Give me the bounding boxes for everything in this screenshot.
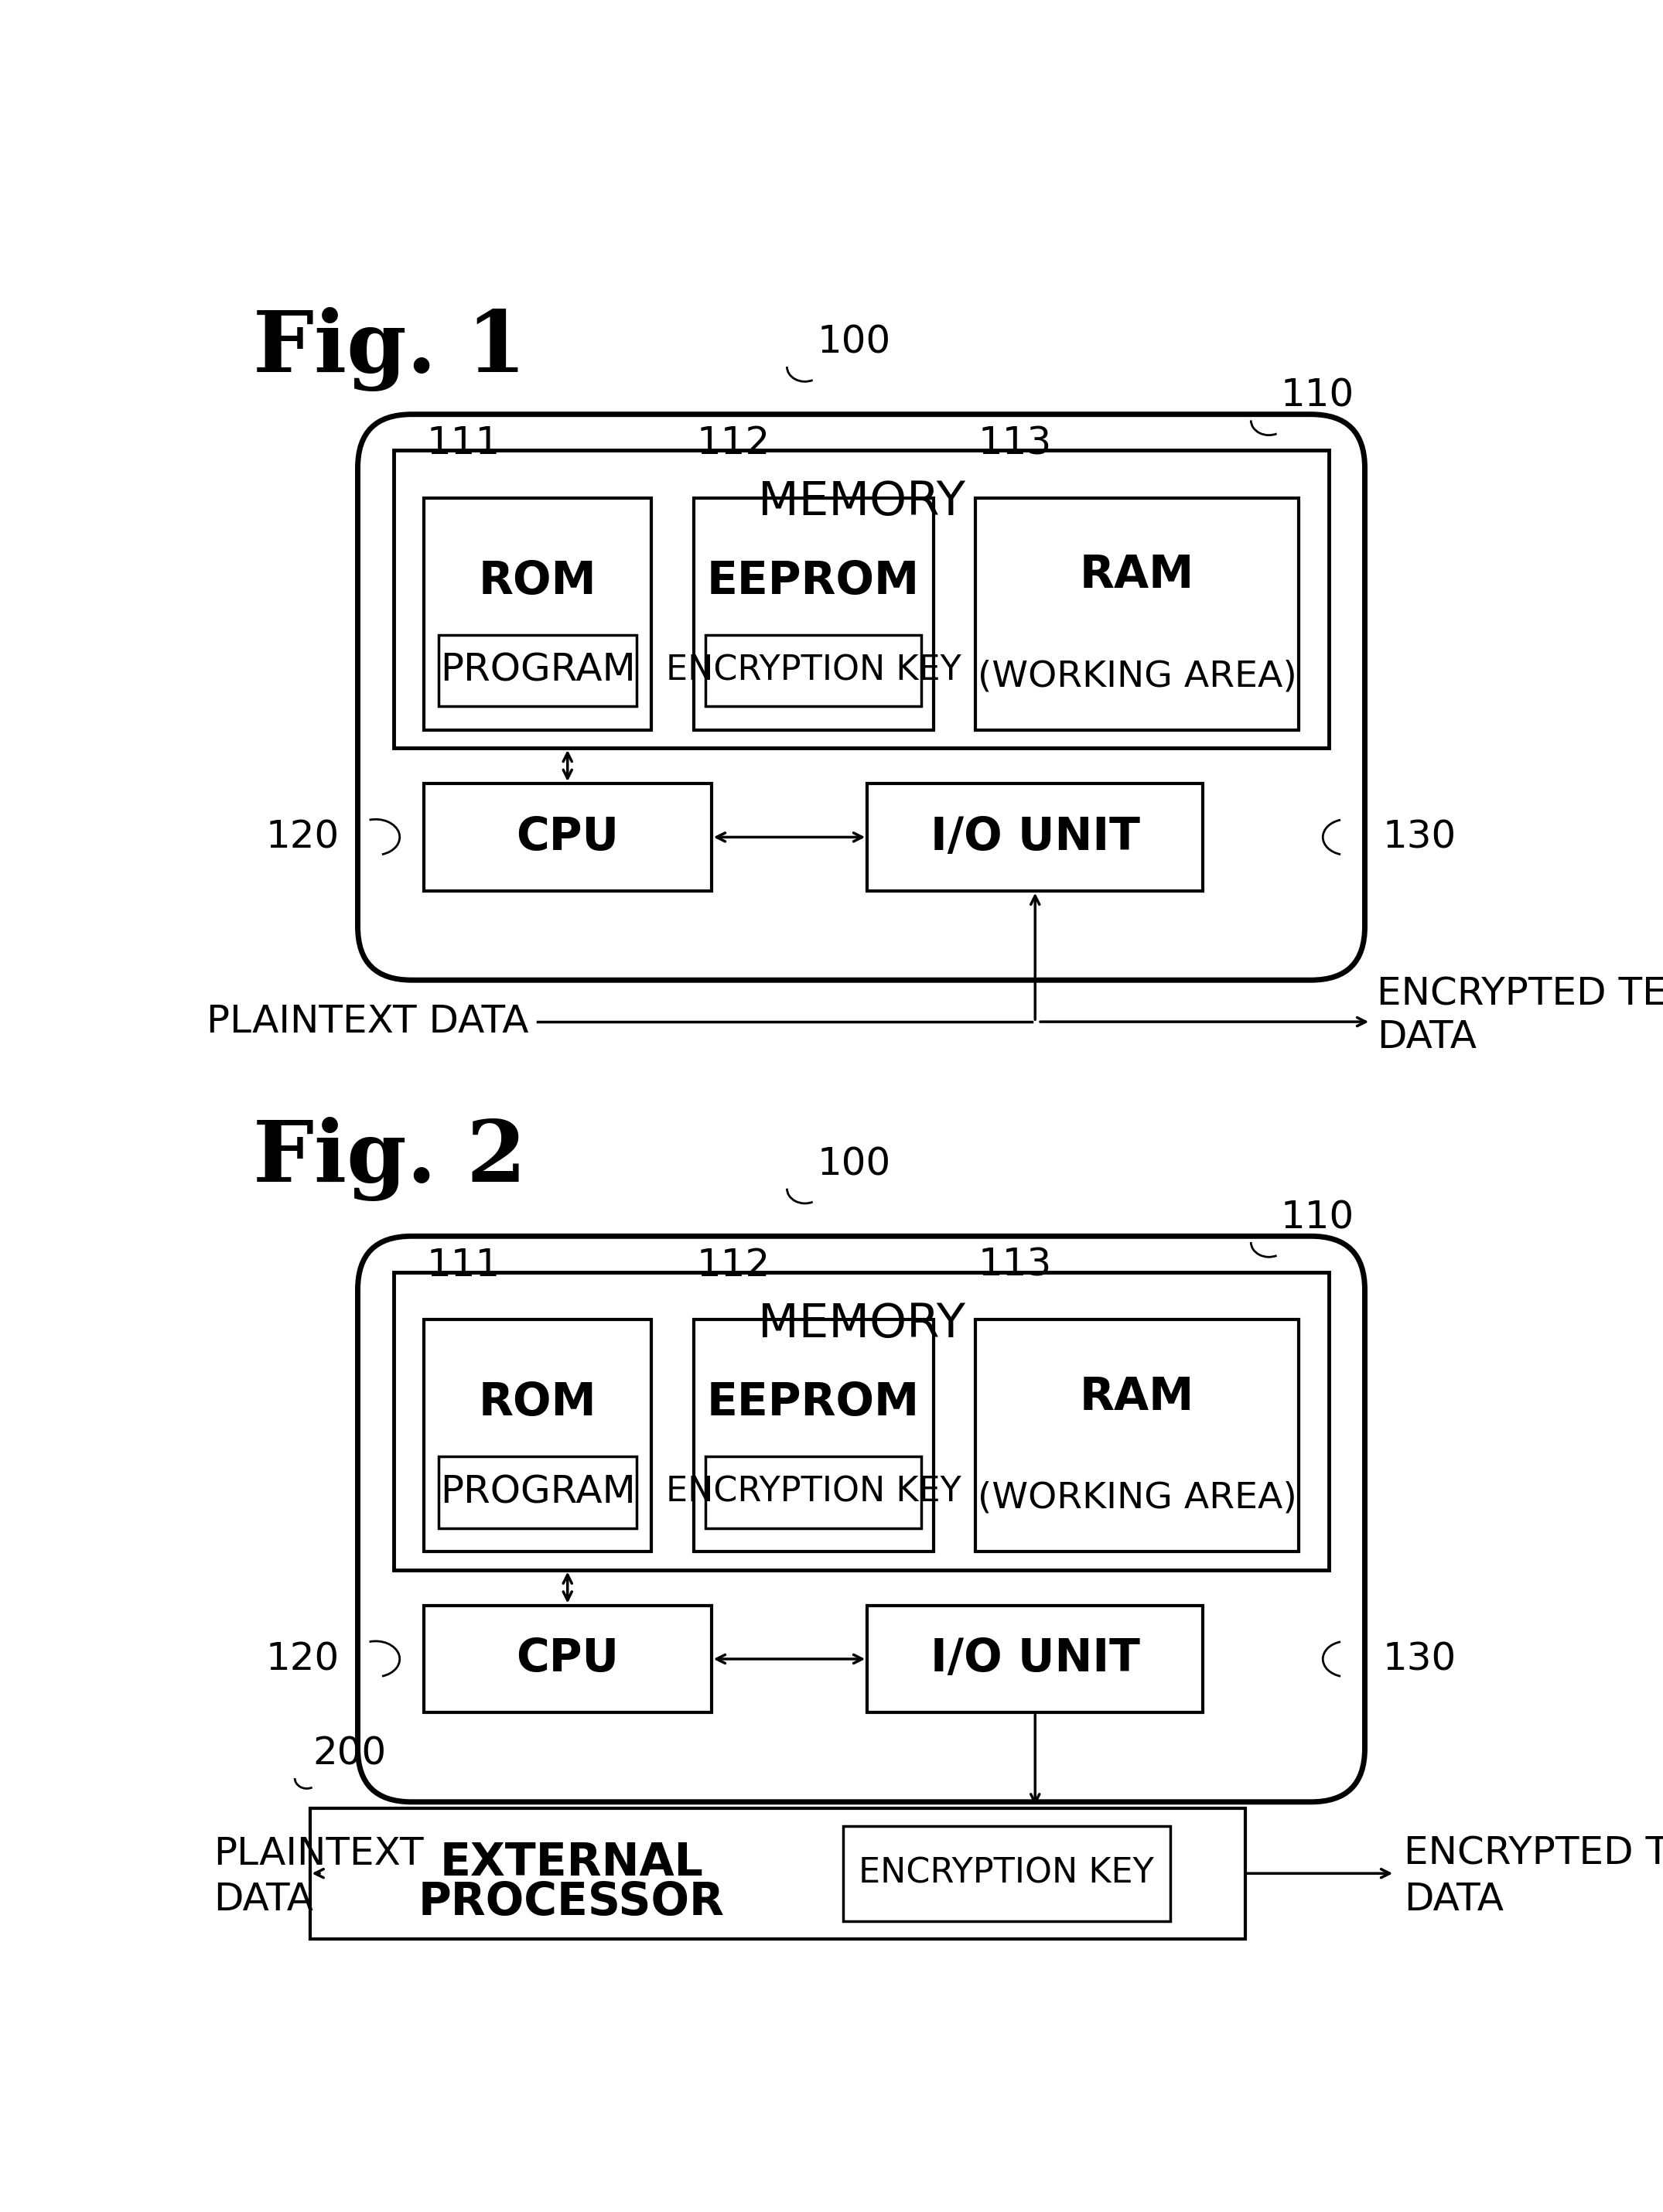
Bar <box>843 1825 1171 1920</box>
Text: 111: 111 <box>427 1248 501 1283</box>
Bar <box>868 1606 1202 1712</box>
Bar <box>394 449 1329 748</box>
Text: DATA: DATA <box>1404 1880 1503 1918</box>
Text: MEMORY: MEMORY <box>758 480 965 526</box>
Text: MEMORY: MEMORY <box>758 1301 965 1347</box>
Text: DATA: DATA <box>215 1880 314 1918</box>
Bar <box>424 783 712 891</box>
Bar <box>309 1807 1246 1940</box>
Text: ENCRYPTION KEY: ENCRYPTION KEY <box>858 1856 1154 1889</box>
Bar <box>975 1321 1299 1553</box>
Text: PLAINTEXT DATA: PLAINTEXT DATA <box>206 1004 529 1040</box>
Text: I/O UNIT: I/O UNIT <box>930 814 1139 858</box>
Text: 111: 111 <box>427 425 501 462</box>
Bar <box>975 498 1299 730</box>
Text: PROCESSOR: PROCESSOR <box>419 1880 725 1924</box>
Text: (WORKING AREA): (WORKING AREA) <box>978 1480 1297 1515</box>
Text: ROM: ROM <box>479 1380 597 1425</box>
Bar <box>394 1272 1329 1571</box>
Text: EEPROM: EEPROM <box>707 560 920 604</box>
Text: 130: 130 <box>1384 1641 1457 1677</box>
Text: 100: 100 <box>817 1146 891 1183</box>
Bar <box>424 1321 652 1553</box>
Bar <box>705 635 921 706</box>
Text: 112: 112 <box>697 425 770 462</box>
Text: PROGRAM: PROGRAM <box>439 1473 635 1511</box>
Bar <box>693 498 933 730</box>
Text: CPU: CPU <box>516 1637 619 1681</box>
Text: 112: 112 <box>697 1248 770 1283</box>
Text: 113: 113 <box>978 425 1053 462</box>
Text: 110: 110 <box>1281 1199 1355 1237</box>
Text: 110: 110 <box>1281 378 1355 414</box>
Bar <box>439 635 637 706</box>
Text: ROM: ROM <box>479 560 597 604</box>
Text: 100: 100 <box>817 323 891 361</box>
Text: 200: 200 <box>313 1734 386 1772</box>
FancyBboxPatch shape <box>358 414 1365 980</box>
Text: EEPROM: EEPROM <box>707 1380 920 1425</box>
FancyBboxPatch shape <box>358 1237 1365 1803</box>
Text: 120: 120 <box>266 818 339 856</box>
Text: EXTERNAL: EXTERNAL <box>439 1840 703 1885</box>
Text: 120: 120 <box>266 1641 339 1677</box>
Text: I/O UNIT: I/O UNIT <box>930 1637 1139 1681</box>
Bar <box>424 498 652 730</box>
Text: 130: 130 <box>1384 818 1457 856</box>
Bar <box>705 1455 921 1528</box>
Text: RAM: RAM <box>1079 553 1194 597</box>
Text: ENCRYPTION KEY: ENCRYPTION KEY <box>665 1475 961 1509</box>
Text: 113: 113 <box>978 1248 1053 1283</box>
Text: ENCRYPTED TEXT: ENCRYPTED TEXT <box>1404 1836 1663 1871</box>
Text: Fig. 1: Fig. 1 <box>253 307 526 392</box>
Bar <box>693 1321 933 1553</box>
Text: PROGRAM: PROGRAM <box>439 653 635 688</box>
Bar <box>439 1455 637 1528</box>
Text: CPU: CPU <box>516 814 619 858</box>
Text: ENCRYPTED TEXT
DATA: ENCRYPTED TEXT DATA <box>1377 975 1663 1055</box>
Text: RAM: RAM <box>1079 1376 1194 1420</box>
Text: ENCRYPTION KEY: ENCRYPTION KEY <box>665 655 961 688</box>
Text: Fig. 2: Fig. 2 <box>253 1117 526 1201</box>
Bar <box>424 1606 712 1712</box>
Text: (WORKING AREA): (WORKING AREA) <box>978 659 1297 695</box>
Bar <box>868 783 1202 891</box>
Text: PLAINTEXT: PLAINTEXT <box>215 1836 424 1871</box>
